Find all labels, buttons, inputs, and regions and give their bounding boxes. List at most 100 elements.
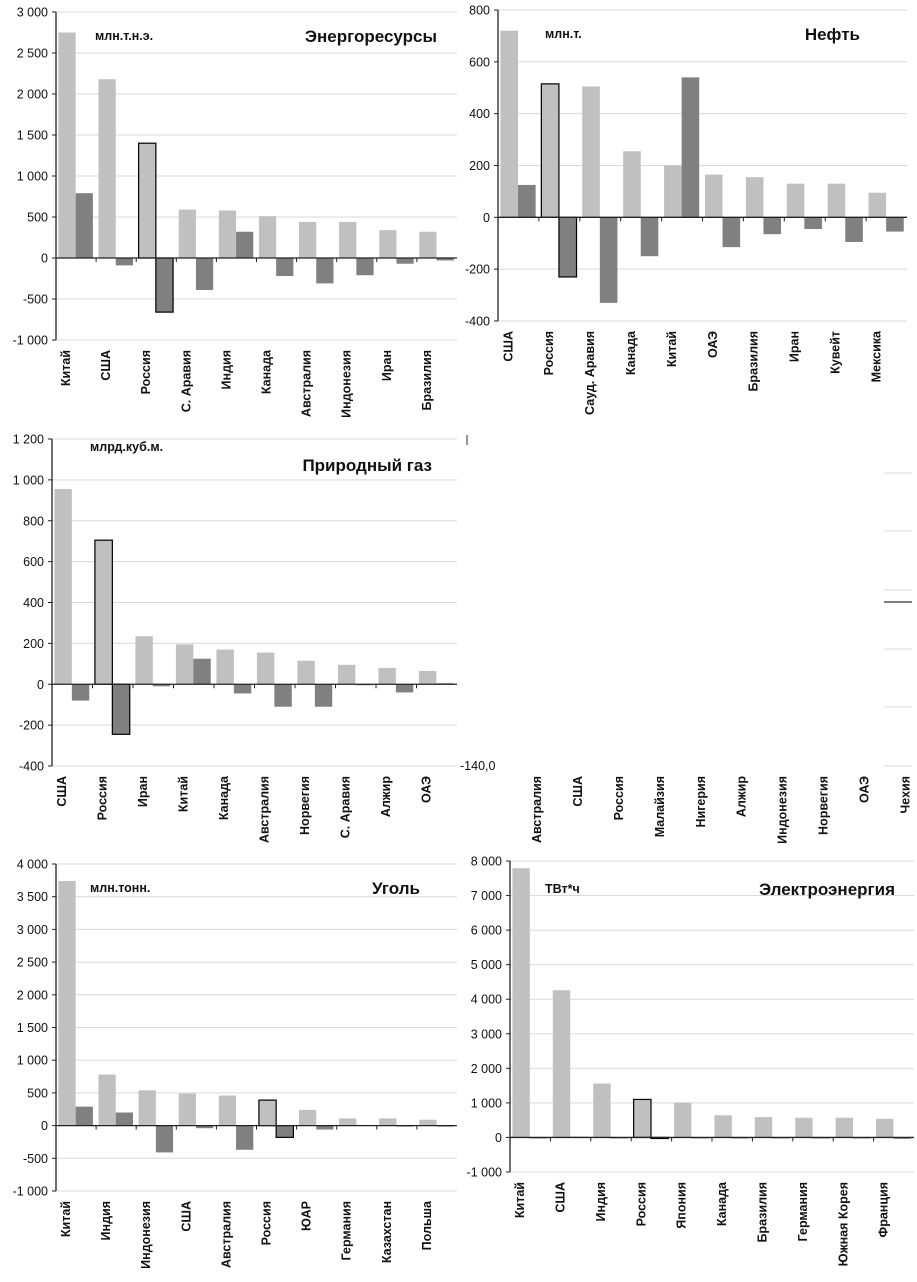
chart-title: Энергоресурсы <box>305 27 437 46</box>
bar-production <box>540 83 560 218</box>
chart-coal-svg: -1 000 -500 0 500 1 000 1 500 2 000 2 500 3 000 3… <box>13 858 457 1269</box>
x-tick-label: Китай <box>177 776 191 812</box>
bar-balance <box>599 217 618 303</box>
bar-production <box>175 644 194 685</box>
y-tick-label: -140,0 <box>460 759 495 773</box>
y-tick-label: 1 500 <box>17 129 48 143</box>
y-tick-label: -500 <box>23 1152 48 1166</box>
chart-blank: -140,0 Австралия США Россия Малайзия Нигерия А… <box>455 425 917 844</box>
bar-production <box>299 221 317 258</box>
x-tick-label: ОАЭ <box>706 331 720 358</box>
chart-gas: -400 -200 0 200 400 600 800 1 000 1 200 млрд.куб.… <box>0 425 460 843</box>
bar-production <box>98 1074 116 1126</box>
x-tick-label: Бразилия <box>747 331 761 392</box>
bar-balance <box>356 258 374 276</box>
y-tick-label: -1 000 <box>13 1185 48 1199</box>
x-tick-label: Россия <box>542 331 556 375</box>
bar-production <box>419 1119 437 1126</box>
bar-production <box>835 1117 853 1138</box>
bar-production <box>593 1083 611 1138</box>
y-tick-label: -1 000 <box>13 334 48 348</box>
x-tick-label: Япония <box>675 1182 689 1229</box>
y-tick-label: 600 <box>469 55 490 69</box>
y-tick-label: 0 <box>41 1119 48 1133</box>
bar-balance <box>195 1125 214 1129</box>
x-tick-label: Нигерия <box>694 776 708 827</box>
y-tick-label: -500 <box>23 293 48 307</box>
x-tick-label: ЮАР <box>300 1201 314 1231</box>
chart-title: Электроэнергия <box>759 880 895 899</box>
bar-production <box>299 1109 317 1126</box>
bar-production <box>339 1118 357 1126</box>
bar-production <box>827 183 846 218</box>
bar-production <box>98 79 116 259</box>
x-tick-label: Россия <box>260 1201 274 1245</box>
bar-production <box>218 210 237 258</box>
chart-gas-svg: -400 -200 0 200 400 600 800 1 000 1 200 млрд.куб.… <box>13 433 457 843</box>
bar-production <box>379 1118 397 1126</box>
y-tick-label: 800 <box>23 514 44 528</box>
y-tick-label: 0 <box>483 211 490 225</box>
y-tick-label: 2 000 <box>471 1062 502 1076</box>
x-tick-label: Иран <box>136 776 150 807</box>
y-tick-label: 0 <box>495 1131 502 1145</box>
x-tick-label: Китай <box>59 350 73 386</box>
chart-title: Уголь <box>372 879 420 898</box>
bar-production <box>258 216 277 258</box>
bar-production <box>876 1118 894 1138</box>
bar-balance <box>195 258 214 290</box>
bar-production <box>337 664 356 685</box>
bar-production <box>623 151 641 218</box>
y-tick-label: 2 000 <box>17 88 48 102</box>
x-tick-label: Китай <box>665 331 679 367</box>
x-tick-label: Германия <box>796 1182 810 1241</box>
chart-electricity-svg: -1 000 0 1 000 2 000 3 000 4 000 5 000 6 000 7 0… <box>467 855 914 1266</box>
bar-balance <box>316 1125 334 1130</box>
x-tick-label: США <box>179 1201 193 1232</box>
x-tick-label: Польша <box>420 1200 434 1250</box>
y-tick-label: 6 000 <box>471 924 502 938</box>
bar-production <box>297 660 315 685</box>
x-tick-label: Индия <box>594 1182 608 1221</box>
bar-balance <box>763 217 782 235</box>
bar-balance <box>115 1112 133 1126</box>
x-tick-label: Бразилия <box>756 1182 770 1243</box>
y-tick-label: 5 000 <box>471 958 502 972</box>
x-tick-label: Бразилия <box>420 350 434 411</box>
x-tick-label: С. Аравия <box>179 350 193 412</box>
x-tick-label: Канада <box>715 1181 729 1226</box>
bar-production <box>378 667 396 685</box>
bar-balance <box>155 1125 174 1153</box>
x-tick-label: Мексика <box>869 330 883 382</box>
x-tick-label: Малайзия <box>653 776 667 837</box>
x-tick-label: Австралия <box>258 776 272 843</box>
bar-balance <box>396 258 414 264</box>
x-tick-label: Канада <box>260 349 274 394</box>
bar-production <box>714 1115 732 1138</box>
bar-balance <box>155 257 174 313</box>
y-tick-label: 4 000 <box>471 993 502 1007</box>
bar-balance <box>193 658 211 685</box>
x-tick-label: Иран <box>380 350 394 381</box>
chart-blank-svg: -140,0 Австралия США Россия Малайзия Нигерия А… <box>460 435 912 844</box>
x-tick-label: Франция <box>877 1182 891 1237</box>
bar-balance <box>886 217 904 232</box>
bar-balance <box>75 1106 93 1126</box>
bar-production <box>754 1117 773 1138</box>
bar-balance <box>236 1125 254 1150</box>
bar-production <box>178 209 196 258</box>
bar-production <box>419 231 437 258</box>
x-tick-label: США <box>571 776 585 807</box>
x-tick-label: Австралия <box>300 350 314 417</box>
y-tick-label: 2 500 <box>17 47 48 61</box>
unit-label: ТВт*ч <box>545 882 580 896</box>
bar-production <box>135 636 153 685</box>
bar-balance <box>681 77 700 218</box>
bar-production <box>339 221 357 258</box>
x-tick-label: Норвегия <box>298 776 312 835</box>
bar-production <box>786 183 805 218</box>
y-tick-label: 3 000 <box>471 1027 502 1041</box>
bar-production <box>138 1090 156 1126</box>
y-tick-label: 1 000 <box>13 473 44 487</box>
bar-production <box>795 1117 813 1138</box>
